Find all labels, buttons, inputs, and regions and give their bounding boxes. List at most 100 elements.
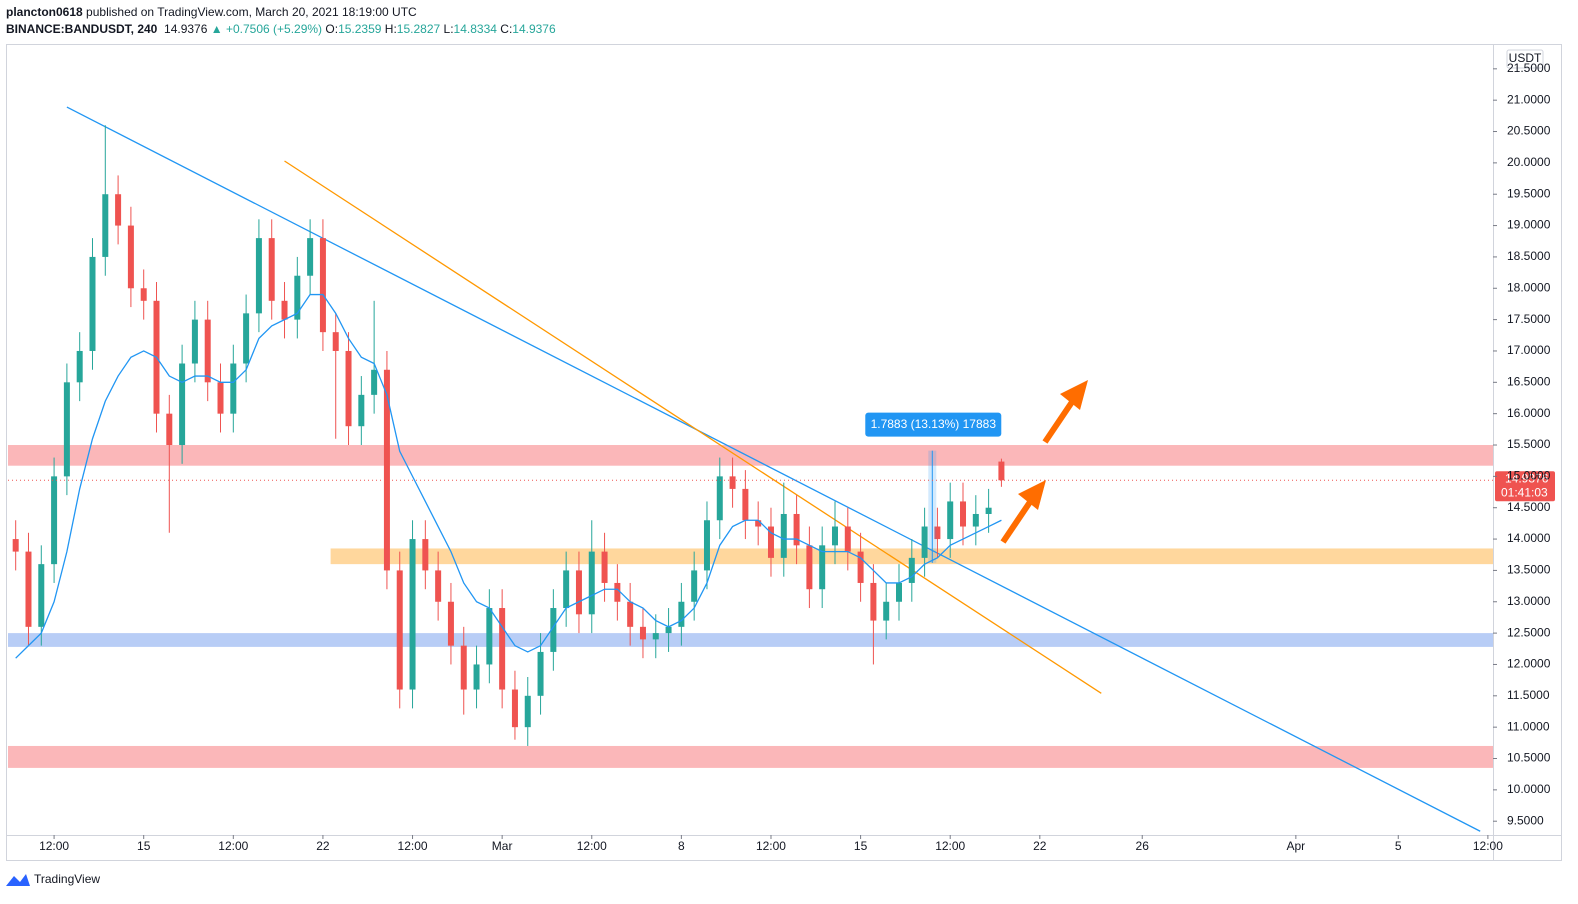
candle-body <box>767 526 774 558</box>
candle-body <box>703 520 710 571</box>
y-tick-label: 15.5000 <box>1507 437 1551 451</box>
candle-body <box>63 382 70 477</box>
candle-body <box>435 570 442 602</box>
candle-body <box>12 539 19 552</box>
candle-body <box>537 651 544 696</box>
logo-text: TradingView <box>34 872 100 886</box>
candle-body <box>383 369 390 571</box>
candle-body <box>627 601 634 627</box>
y-tick-label: 20.0000 <box>1507 155 1551 169</box>
y-tick-label: 15.0000 <box>1507 469 1551 483</box>
candle-body <box>230 363 237 414</box>
y-tick-label: 12.5000 <box>1507 625 1551 639</box>
last-price-box <box>1495 471 1555 502</box>
candle-body <box>409 539 416 690</box>
y-tick-label: 9.5000 <box>1507 813 1544 827</box>
candle-body <box>396 570 403 690</box>
arrow-head <box>1018 480 1046 510</box>
candle-body <box>460 645 467 690</box>
c: 14.9376 <box>512 22 556 36</box>
candle-body <box>127 225 134 289</box>
x-tick-label: 12:00 <box>39 839 69 853</box>
o-label: O: <box>325 22 339 36</box>
candle-body <box>947 501 954 540</box>
y-tick-label: 11.5000 <box>1507 688 1550 702</box>
candle-body <box>921 526 928 558</box>
candle-body <box>985 507 992 514</box>
y-tick-label: 13.0000 <box>1507 594 1551 608</box>
header: plancton0618 published on TradingView.co… <box>6 4 556 38</box>
l: 14.8334 <box>453 22 497 36</box>
x-tick-label: 26 <box>1136 839 1150 853</box>
header-line: BINANCE:BANDUSDT, 240 14.9376 ▲ +0.7506 … <box>6 21 556 38</box>
x-tick-label: 8 <box>678 839 685 853</box>
candle-body <box>870 582 877 621</box>
candle-body <box>601 551 608 583</box>
x-tick-label: 12:00 <box>577 839 607 853</box>
y-tick-label: 13.5000 <box>1507 563 1551 577</box>
candle-body <box>166 413 173 446</box>
candle-body <box>255 238 262 314</box>
zone <box>8 445 1493 466</box>
change: ▲ +0.7506 (+5.29%) <box>210 22 323 36</box>
candle-body <box>652 633 659 640</box>
candle-body <box>883 601 890 621</box>
logo: TradingView <box>6 872 100 886</box>
candle-body <box>831 526 838 546</box>
y-tick-label: 18.5000 <box>1507 249 1551 263</box>
logo-mark <box>6 874 30 886</box>
y-tick-label: 20.5000 <box>1507 124 1551 138</box>
candle-body <box>691 570 698 602</box>
x-tick-label: Mar <box>492 839 513 853</box>
candle-body <box>243 313 250 364</box>
y-tick-label: 21.0000 <box>1507 92 1551 106</box>
candle-body <box>896 582 902 602</box>
y-tick-label: 21.5000 <box>1507 61 1551 75</box>
candle-body <box>819 545 826 590</box>
measure-label-box <box>865 412 1002 437</box>
currency: USDT <box>1509 51 1542 65</box>
candle-body <box>345 350 352 427</box>
arrow <box>1000 500 1033 544</box>
currency-box <box>1506 49 1544 69</box>
candle-body <box>217 382 224 414</box>
zone <box>8 745 1493 768</box>
candle-body <box>806 545 813 590</box>
candle-body <box>294 275 301 320</box>
x-tick-label: 5 <box>1395 839 1402 853</box>
candle-body <box>76 350 83 383</box>
y-tick-label: 19.0000 <box>1507 218 1551 232</box>
candle-body <box>307 238 314 276</box>
y-tick-label: 17.0000 <box>1507 343 1551 357</box>
x-tick-label: 15 <box>854 839 868 853</box>
candle-body <box>729 476 736 489</box>
h-label: H: <box>384 22 397 36</box>
candle-body <box>319 238 326 333</box>
user: plancton0618 <box>6 5 83 19</box>
candle-body <box>614 582 621 602</box>
candle-body <box>422 539 429 571</box>
candle-body <box>780 513 787 558</box>
trend-line <box>284 160 1102 694</box>
y-tick-label: 17.5000 <box>1507 312 1551 326</box>
candle-body <box>575 570 582 615</box>
candle-body <box>972 513 979 527</box>
candle-body <box>755 520 762 527</box>
header-line: plancton0618 published on TradingView.co… <box>6 4 556 21</box>
candle-body <box>742 488 749 521</box>
y-tick-label: 18.0000 <box>1507 280 1551 294</box>
candle-body <box>678 601 685 627</box>
o: 15.2359 <box>338 22 382 36</box>
y-tick-label: 16.0000 <box>1507 406 1551 420</box>
y-tick-label: 12.0000 <box>1507 657 1551 671</box>
y-tick-label: 10.5000 <box>1507 751 1551 765</box>
candle-body <box>716 476 723 521</box>
candle-body <box>25 551 32 627</box>
candle-body <box>563 570 570 609</box>
last-price-label: 14.9376 <box>1505 471 1549 485</box>
arrow-head <box>1060 380 1088 410</box>
y-tick-label: 14.5000 <box>1507 500 1551 514</box>
candle-body <box>857 551 864 583</box>
